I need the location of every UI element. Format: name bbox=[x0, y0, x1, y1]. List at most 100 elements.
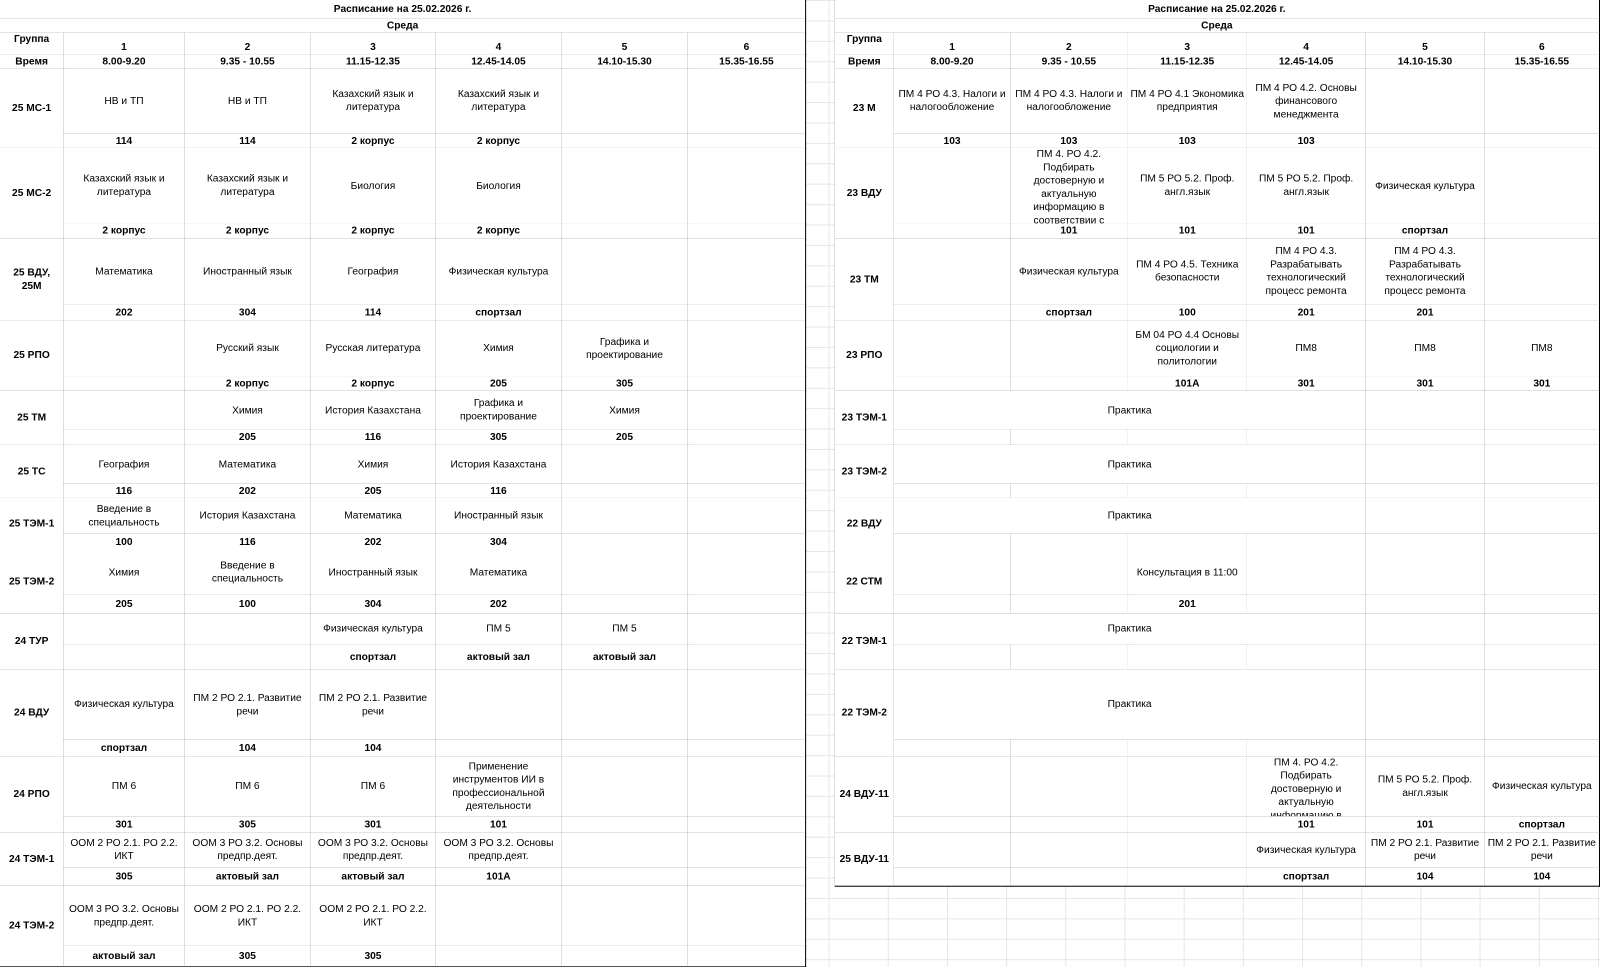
pair-number: 2 bbox=[1010, 32, 1129, 56]
subject-cell: ПМ 5 РО 5.2. Проф. англ.язык bbox=[1365, 756, 1486, 818]
pair-number: 6 bbox=[1484, 32, 1600, 56]
subject-cell bbox=[687, 390, 807, 431]
subject-cell: Введение в специальность bbox=[63, 497, 186, 535]
group-name: 24 ТУР bbox=[0, 613, 65, 671]
room-cell: 202 bbox=[184, 483, 312, 499]
room-cell: 103 bbox=[1246, 133, 1367, 149]
day-name: Среда bbox=[0, 18, 807, 34]
subject-cell: Казахский язык и литература bbox=[63, 147, 186, 225]
subject-cell: Химия bbox=[435, 320, 563, 378]
room-cell: 301 bbox=[1484, 376, 1600, 392]
room-cell bbox=[63, 376, 186, 392]
room-cell bbox=[1127, 816, 1248, 834]
group-name: 25 ВДУ-11 bbox=[834, 832, 895, 887]
room-cell bbox=[561, 816, 689, 834]
room-cell bbox=[1010, 483, 1129, 499]
subject-cell: Консультация в 11:00 bbox=[1127, 549, 1248, 596]
group-name: 23 М bbox=[834, 68, 895, 149]
subject-cell: ООМ 3 РО 3.2. Основы предпр.деят. bbox=[435, 832, 563, 869]
room-cell: 205 bbox=[184, 429, 312, 446]
room-cell bbox=[1246, 739, 1367, 758]
subject-cell: Химия bbox=[184, 390, 312, 431]
subject-cell bbox=[1365, 497, 1486, 535]
subject-cell bbox=[893, 549, 1012, 596]
subject-cell: ООМ 3 РО 3.2. Основы предпр.деят. bbox=[63, 885, 186, 947]
room-cell: 101А bbox=[1127, 376, 1248, 392]
room-cell bbox=[63, 429, 186, 446]
subject-cell bbox=[561, 444, 689, 485]
subject-cell: ПМ 6 bbox=[310, 756, 437, 818]
subject-cell bbox=[1365, 444, 1486, 485]
subject-cell bbox=[687, 885, 807, 947]
subject-cell: НВ и ТП bbox=[184, 68, 312, 135]
room-cell bbox=[1365, 739, 1486, 758]
subject-cell bbox=[1010, 320, 1129, 378]
subject-cell: НВ и ТП bbox=[63, 68, 186, 135]
subject-cell bbox=[561, 885, 689, 947]
room-cell: актовый зал bbox=[310, 867, 437, 887]
room-cell: спортзал bbox=[63, 739, 186, 758]
room-cell bbox=[893, 533, 1012, 552]
subject-cell: ПМ 4. РО 4.2. Подбирать достоверную и ак… bbox=[1246, 756, 1367, 818]
group-header: Группа bbox=[0, 32, 65, 56]
subject-cell bbox=[893, 756, 1012, 818]
room-cell bbox=[1484, 304, 1600, 322]
subject-cell bbox=[1365, 549, 1486, 596]
room-cell bbox=[1484, 133, 1600, 149]
group-name: 23 ТЭМ-1 bbox=[834, 390, 895, 446]
room-cell: 304 bbox=[435, 533, 563, 552]
subject-cell: География bbox=[63, 444, 186, 485]
room-cell: 116 bbox=[184, 533, 312, 552]
pair-time: 9.35 - 10.55 bbox=[184, 54, 312, 70]
room-cell bbox=[1246, 483, 1367, 499]
room-cell: 305 bbox=[310, 945, 437, 967]
room-cell bbox=[1010, 429, 1129, 446]
room-cell bbox=[1484, 483, 1600, 499]
room-cell bbox=[561, 867, 689, 887]
room-cell: 101 bbox=[1365, 816, 1486, 834]
subject-cell: ПМ 4 РО 4.3. Разрабатывать технологическ… bbox=[1246, 238, 1367, 306]
group-header: Группа bbox=[834, 32, 895, 56]
subject-cell bbox=[687, 549, 807, 596]
pair-time: 12.45-14.05 bbox=[1246, 54, 1367, 70]
subject-cell: ПМ 4 РО 4.3. Налоги и налогообложение bbox=[1010, 68, 1129, 135]
group-name: 25 ТМ bbox=[0, 390, 65, 446]
room-cell bbox=[1246, 533, 1367, 552]
room-cell bbox=[1127, 429, 1248, 446]
subject-cell bbox=[1246, 549, 1367, 596]
subject-cell bbox=[1127, 756, 1248, 818]
pair-number: 1 bbox=[893, 32, 1012, 56]
group-name: 23 ВДУ bbox=[834, 147, 895, 240]
room-cell: 301 bbox=[310, 816, 437, 834]
room-cell bbox=[1484, 533, 1600, 552]
group-name: 23 РПО bbox=[834, 320, 895, 392]
subject-cell bbox=[561, 832, 689, 869]
subject-cell bbox=[687, 613, 807, 646]
subject-cell: ПМ 5 bbox=[561, 613, 689, 646]
subject-cell bbox=[687, 68, 807, 135]
room-cell: актовый зал bbox=[63, 945, 186, 967]
room-cell: 2 корпус bbox=[435, 133, 563, 149]
pair-number: 5 bbox=[561, 32, 689, 56]
subject-cell bbox=[1484, 613, 1600, 646]
subject-cell bbox=[1010, 756, 1129, 818]
room-cell bbox=[1010, 867, 1129, 887]
time-header: Время bbox=[834, 54, 895, 70]
group-name: 22 СТМ bbox=[834, 549, 895, 615]
room-cell bbox=[687, 533, 807, 552]
subject-cell bbox=[1484, 68, 1600, 135]
room-cell: актовый зал bbox=[435, 644, 563, 671]
subject-cell: Применение инструментов ИИ в профессиона… bbox=[435, 756, 563, 818]
subject-cell bbox=[687, 669, 807, 741]
pair-time: 8.00-9.20 bbox=[63, 54, 186, 70]
room-cell: 305 bbox=[561, 376, 689, 392]
room-cell bbox=[893, 376, 1012, 392]
subject-cell bbox=[561, 497, 689, 535]
group-name: 25 МС-2 bbox=[0, 147, 65, 240]
room-cell: 101 bbox=[1246, 816, 1367, 834]
pair-number: 4 bbox=[1246, 32, 1367, 56]
room-cell: 2 корпус bbox=[184, 376, 312, 392]
room-cell: 304 bbox=[184, 304, 312, 322]
room-cell bbox=[1365, 644, 1486, 671]
room-cell: 202 bbox=[63, 304, 186, 322]
